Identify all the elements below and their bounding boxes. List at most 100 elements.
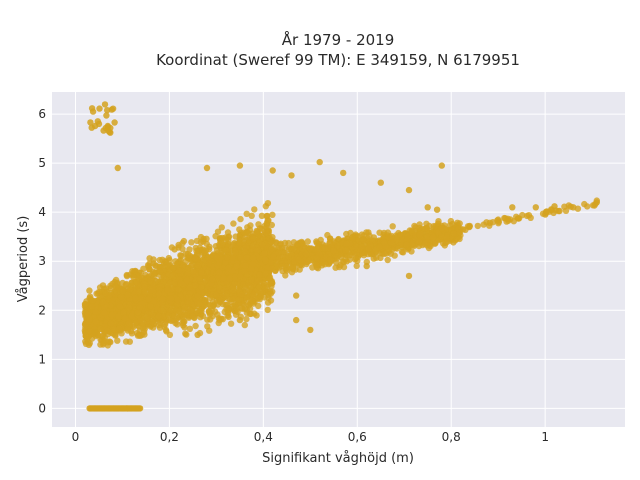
data-point	[108, 311, 116, 319]
data-point	[278, 263, 286, 270]
data-point	[223, 247, 230, 254]
data-point	[238, 291, 245, 298]
data-point	[201, 248, 208, 256]
data-point	[264, 299, 272, 306]
data-point	[495, 220, 502, 227]
data-point	[236, 240, 243, 247]
data-point	[174, 286, 182, 293]
data-point	[145, 263, 152, 270]
data-point	[326, 235, 334, 243]
data-point	[197, 233, 205, 241]
data-point	[381, 250, 388, 257]
chart-title-line2: Koordinat (Sweref 99 TM): E 349159, N 61…	[156, 51, 520, 69]
data-point	[249, 242, 256, 250]
data-point	[171, 246, 178, 253]
data-point	[248, 212, 255, 219]
data-point	[256, 271, 263, 278]
data-point	[302, 250, 310, 258]
data-point	[346, 252, 353, 259]
data-point	[104, 327, 111, 334]
data-point	[258, 241, 266, 248]
data-point	[233, 262, 240, 270]
data-point	[244, 224, 251, 231]
data-point	[214, 274, 222, 281]
data-point	[132, 295, 139, 302]
data-point	[360, 237, 367, 244]
data-point	[255, 221, 262, 228]
data-point	[156, 256, 163, 264]
data-point	[240, 229, 248, 236]
data-point	[556, 207, 563, 215]
data-point	[290, 239, 298, 246]
data-point	[120, 309, 127, 317]
data-point	[243, 315, 250, 323]
data-point	[376, 243, 384, 251]
data-point	[147, 303, 154, 310]
data-point	[408, 248, 415, 255]
data-point	[86, 316, 93, 323]
data-point	[199, 312, 207, 320]
data-point	[474, 222, 481, 230]
data-point	[141, 288, 148, 295]
data-point	[165, 312, 172, 319]
data-point	[166, 257, 173, 264]
data-point	[224, 312, 231, 319]
data-point	[186, 284, 194, 291]
data-point	[219, 234, 226, 242]
data-point	[519, 211, 526, 219]
data-point	[148, 287, 155, 294]
tick-labels: 0 0,2 0,4 0,6 0,8 1 0 1 2 3 4 5 6	[38, 107, 549, 444]
chart-title-line1: År 1979 - 2019	[282, 30, 395, 49]
data-point	[206, 307, 213, 315]
data-point	[363, 262, 370, 270]
data-point	[110, 325, 117, 333]
data-point	[111, 119, 118, 126]
data-point	[206, 246, 213, 253]
data-point	[101, 309, 108, 316]
data-point	[86, 287, 93, 294]
data-point	[312, 261, 320, 268]
data-point	[258, 212, 266, 219]
y-tick-label: 4	[38, 205, 46, 219]
data-point	[389, 223, 396, 230]
data-point	[124, 291, 131, 298]
data-point	[172, 258, 179, 265]
data-point	[116, 325, 123, 332]
data-point	[101, 101, 109, 108]
y-tick-label: 6	[38, 107, 46, 121]
data-point	[145, 295, 152, 303]
data-point	[253, 230, 260, 237]
data-point	[393, 236, 400, 244]
data-point	[330, 247, 337, 254]
data-point	[230, 287, 237, 294]
data-point	[125, 320, 133, 327]
x-tick-label: 0,2	[160, 430, 179, 444]
data-point	[243, 309, 250, 316]
data-point	[100, 127, 107, 134]
data-point	[99, 298, 107, 306]
data-point	[293, 292, 300, 299]
data-point	[128, 312, 135, 320]
data-point	[321, 261, 329, 268]
data-point	[183, 331, 190, 338]
data-point	[333, 259, 340, 266]
data-point	[353, 262, 360, 270]
data-point	[223, 254, 231, 261]
data-point	[103, 112, 110, 119]
data-point	[343, 240, 350, 247]
y-axis-label: Vågperiod (s)	[16, 216, 31, 303]
data-point	[242, 262, 249, 269]
data-point	[241, 321, 248, 329]
x-tick-label: 0,6	[348, 430, 367, 444]
x-tick-label: 0,8	[442, 430, 461, 444]
data-point	[504, 215, 511, 222]
data-point	[192, 281, 199, 289]
data-point	[102, 290, 109, 297]
data-point	[204, 323, 211, 330]
data-point	[527, 214, 534, 221]
data-point	[223, 292, 230, 300]
data-point	[209, 275, 216, 283]
data-point	[123, 272, 131, 280]
data-point	[174, 296, 181, 304]
data-point	[235, 296, 242, 303]
